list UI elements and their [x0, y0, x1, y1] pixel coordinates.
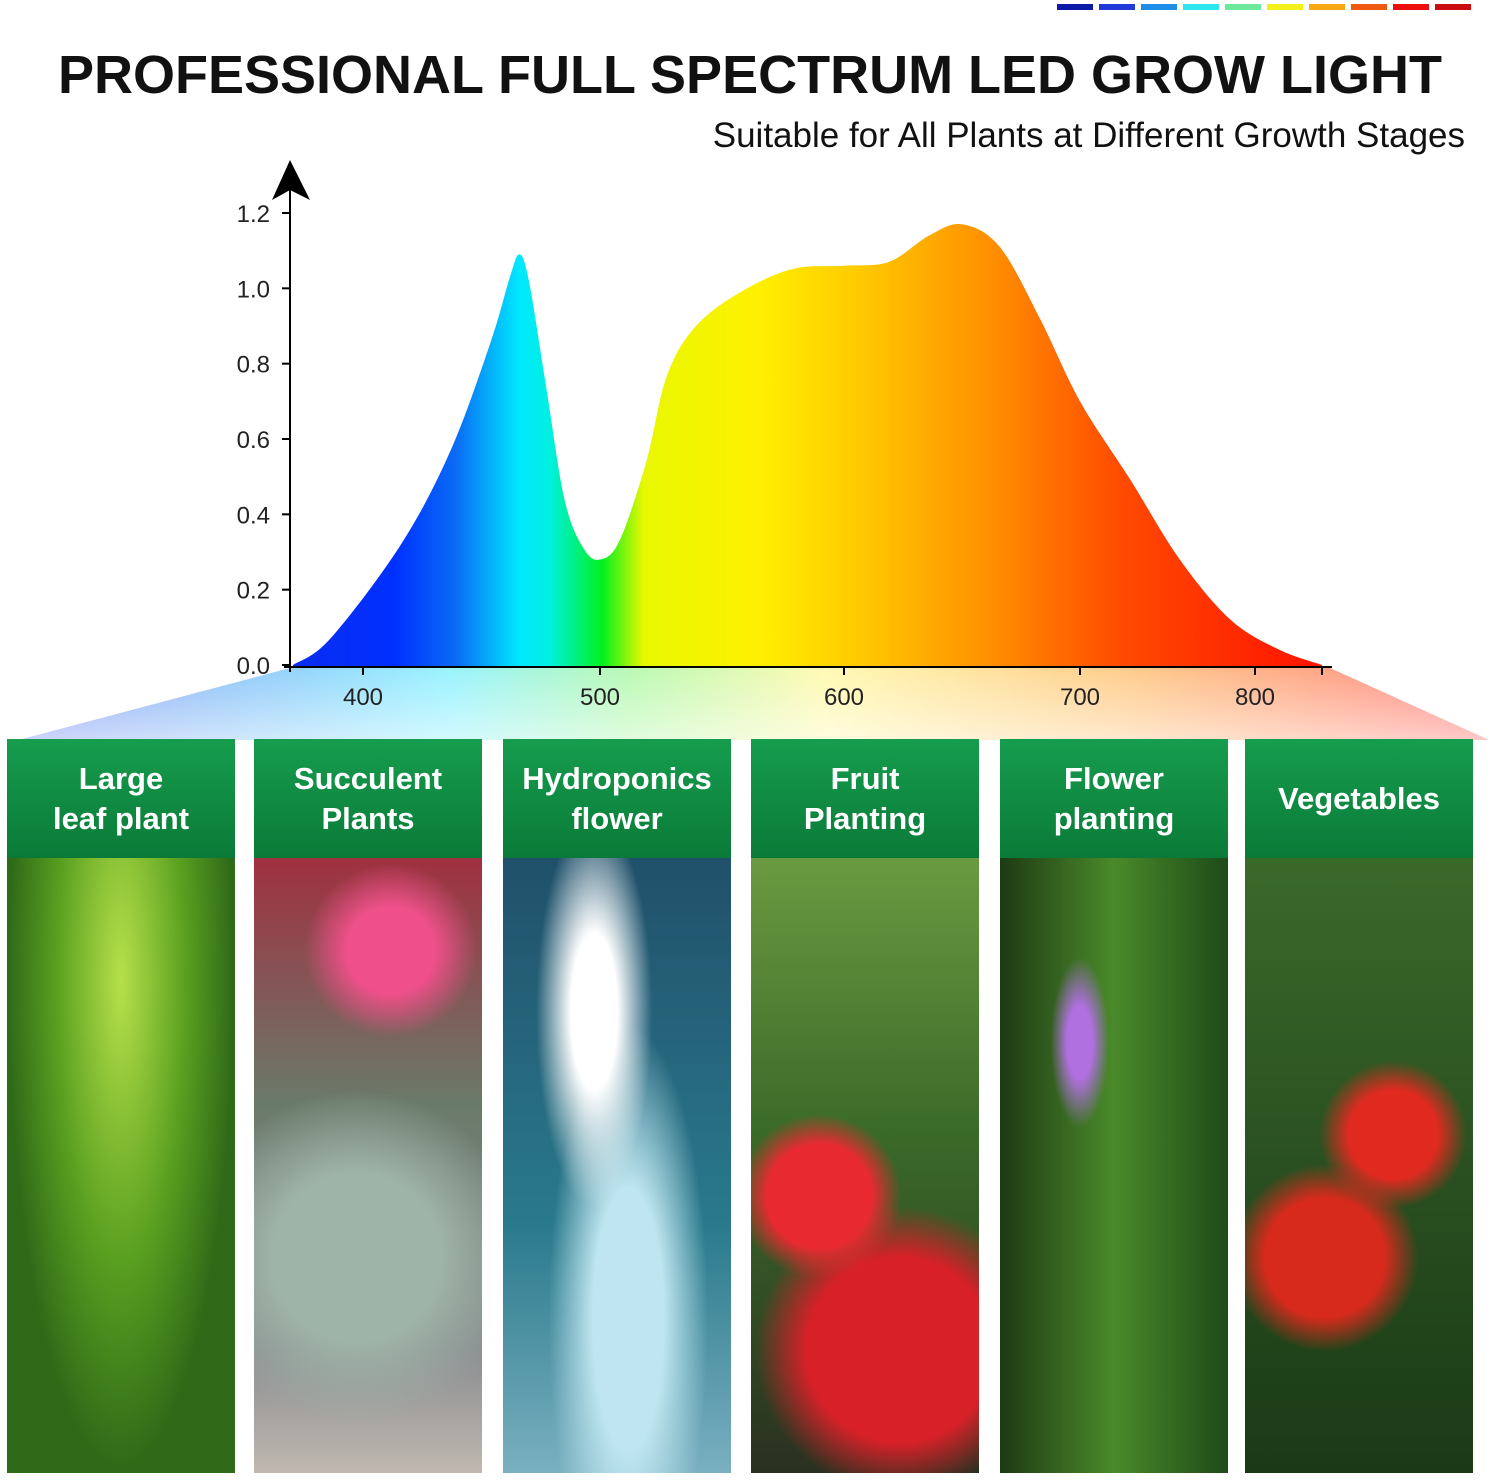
- y-tick-label: 0.8: [237, 352, 270, 379]
- card-photo: [254, 858, 482, 1473]
- card-vegetables: Vegetables: [1245, 739, 1473, 1473]
- card-label: Fruit Planting: [751, 739, 979, 858]
- x-tick-label: 700: [1060, 684, 1100, 711]
- card-flower-planting: Flower planting: [1000, 739, 1228, 1473]
- color-bar: [1183, 4, 1219, 10]
- card-label: Flower planting: [1000, 739, 1228, 858]
- x-tick-label: 500: [580, 684, 620, 711]
- page-subtitle: Suitable for All Plants at Different Gro…: [712, 116, 1465, 155]
- y-axis-arrow-icon: [272, 160, 310, 200]
- card-photo: [7, 858, 235, 1473]
- color-bar: [1435, 4, 1471, 10]
- y-tick-label: 0.4: [237, 502, 270, 529]
- card-succulent-plants: Succulent Plants: [254, 739, 482, 1473]
- card-fruit-planting: Fruit Planting: [751, 739, 979, 1473]
- color-bar: [1099, 4, 1135, 10]
- spectrum-area: [293, 223, 1322, 666]
- x-tick-label: 400: [343, 684, 383, 711]
- color-bar: [1309, 4, 1345, 10]
- y-tick-label: 0.6: [237, 427, 270, 454]
- spectrum-chart: 0.0 0.2 0.4 0.6 0.8 1.0 1.2 400 500 600 700 800: [18, 160, 1489, 740]
- y-tick-label: 1.2: [237, 201, 270, 228]
- card-photo: [1245, 858, 1473, 1473]
- card-large-leaf-plant: Large leaf plant: [7, 739, 235, 1473]
- x-tick-label: 600: [824, 684, 864, 711]
- color-bar: [1393, 4, 1429, 10]
- card-hydroponics-flower: Hydroponics flower: [503, 739, 731, 1473]
- color-bar: [1267, 4, 1303, 10]
- color-bars: [1057, 4, 1471, 10]
- card-label: Hydroponics flower: [503, 739, 731, 858]
- card-photo: [1000, 858, 1228, 1473]
- card-photo: [751, 858, 979, 1473]
- y-tick-label: 0.0: [237, 653, 270, 680]
- card-label: Succulent Plants: [254, 739, 482, 858]
- card-photo: [503, 858, 731, 1473]
- card-label: Large leaf plant: [7, 739, 235, 858]
- color-bar: [1057, 4, 1093, 10]
- x-tick-label: 800: [1235, 684, 1275, 711]
- color-bar: [1351, 4, 1387, 10]
- color-bar: [1141, 4, 1177, 10]
- card-label: Vegetables: [1245, 739, 1473, 858]
- color-bar: [1225, 4, 1261, 10]
- y-tick-label: 1.0: [237, 276, 270, 303]
- y-tick-label: 0.2: [237, 578, 270, 605]
- page-title: PROFESSIONAL FULL SPECTRUM LED GROW LIGH…: [57, 45, 1442, 105]
